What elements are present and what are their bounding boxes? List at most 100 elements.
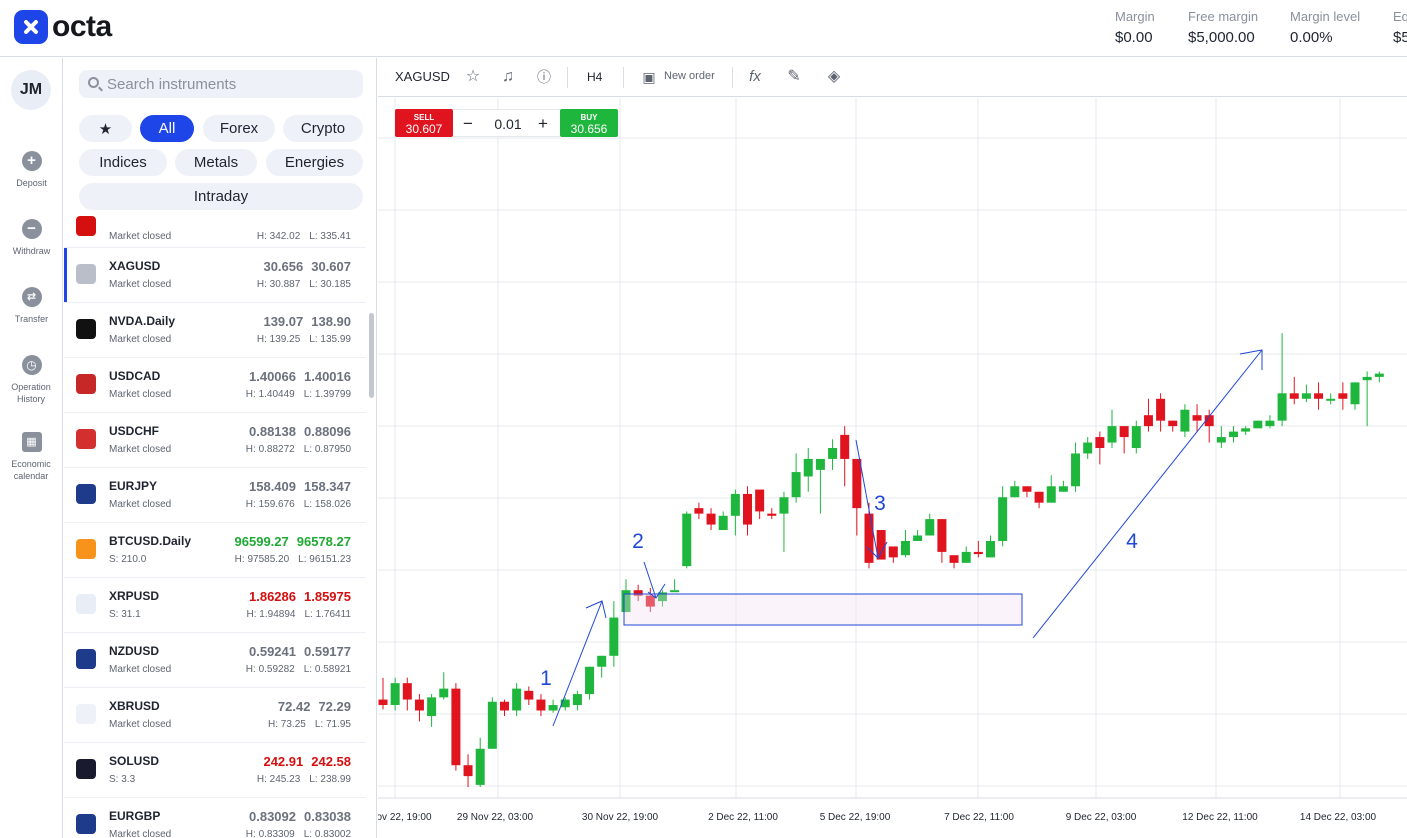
instrument-high-low: H: 0.59282 L: 0.58921 [246, 664, 351, 675]
instrument-row[interactable]: NVDA.Daily Market closed 139.07 138.90 H: 13… [64, 303, 366, 358]
low-value: L: 1.39799 [303, 389, 351, 400]
filter-forex[interactable]: Forex [203, 115, 275, 142]
ask-price: 0.59177 [304, 644, 351, 659]
pencil-icon[interactable]: ✎ [787, 68, 801, 85]
high-value: H: 1.94894 [246, 609, 296, 620]
instrument-name: USDCHF [109, 424, 159, 438]
chart-symbol[interactable]: XAGUSD [395, 69, 450, 84]
nav-operation-history[interactable]: ◷ Operation History [0, 355, 63, 405]
candle-body [840, 434, 850, 459]
high-value: H: 245.23 [256, 774, 301, 785]
candle-body [512, 688, 522, 711]
indicators-icon[interactable]: fx [749, 68, 761, 85]
arrow-head-3 [866, 541, 888, 559]
bitcoin-icon [76, 539, 96, 559]
candle-body [463, 765, 473, 777]
instrument-row[interactable]: EURJPY Market closed 158.409 158.347 H: 159.… [64, 468, 366, 523]
candle-body [961, 551, 971, 563]
candle-body [1253, 420, 1263, 429]
new-order-icon[interactable]: ▣ [642, 69, 656, 85]
price-chart[interactable]: 1 2 3 4 ov 22, 19:00 29 Nov 22, 03:00 30 Nov 2… [378, 98, 1407, 838]
candle-body [694, 508, 704, 514]
nav-transfer[interactable]: ⇄ Transfer [0, 287, 63, 325]
annotation-label-1: 1 [540, 667, 552, 690]
candle-body [1107, 426, 1117, 443]
instrument-prices: 0.83092 0.83038 [249, 809, 351, 824]
high-value: H: 1.40449 [245, 389, 295, 400]
annotation-label-2: 2 [632, 530, 644, 553]
list-scrollbar[interactable] [369, 313, 374, 398]
candle-body [645, 595, 655, 607]
bell-icon[interactable]: ♫ [502, 68, 514, 85]
candle-body [1338, 393, 1348, 399]
filter-crypto[interactable]: Crypto [283, 115, 363, 142]
candlestick-chart[interactable]: 1 2 3 4 ov 22, 19:00 29 Nov 22, 03:00 30 Nov 2… [378, 98, 1407, 838]
candle-body [767, 513, 777, 516]
instrument-status: Market closed [109, 499, 172, 510]
nav-economic-calendar[interactable]: ▦ Economic calendar [0, 432, 63, 482]
x-tick-label: 12 Dec 22, 11:00 [1182, 812, 1258, 823]
free-margin-value: $5,000.00 [1188, 29, 1255, 46]
candle-body [1143, 415, 1153, 427]
margin-level-metric: Margin level 0.00% [1290, 9, 1360, 46]
x-tick-label: ov 22, 19:00 [378, 812, 432, 823]
avatar[interactable]: JM [11, 70, 51, 110]
ask-price: 138.90 [311, 314, 351, 329]
candle-body [1314, 393, 1324, 399]
instrument-row[interactable]: XRPUSD S: 31.1 1.86286 1.85975 H: 1.94894 L: … [64, 578, 366, 633]
low-value: L: 135.99 [309, 334, 351, 345]
candle-body [1289, 393, 1299, 399]
instrument-row[interactable]: USDCAD Market closed 1.40066 1.40016 H: 1.40… [64, 358, 366, 413]
instrument-prices: 242.91 242.58 [263, 754, 351, 769]
instrument-name: NVDA.Daily [109, 314, 176, 328]
instrument-row[interactable]: XAGUSD Market closed 30.656 30.607 H: 30.887… [64, 248, 366, 303]
quantity-decrease-button[interactable]: − [463, 114, 473, 133]
ask-price: 1.40016 [304, 369, 351, 384]
x-tick-label: 30 Nov 22, 19:00 [582, 812, 659, 823]
instrument-prices: 30.656 30.607 [263, 259, 351, 274]
filter-all[interactable]: All [140, 115, 194, 142]
candle-body [791, 472, 801, 498]
instrument-name: NZDUSD [109, 644, 159, 658]
instrument-status: Market closed [109, 231, 172, 242]
search-input[interactable] [107, 74, 357, 94]
filter-indices[interactable]: Indices [79, 149, 167, 176]
quantity-increase-button[interactable]: + [538, 114, 548, 133]
clock-icon: ◷ [21, 355, 42, 375]
quantity-stepper[interactable]: − 0.01 + [453, 109, 560, 137]
logo[interactable]: octa [14, 10, 112, 44]
quantity-value[interactable]: 0.01 [494, 116, 522, 132]
instrument-row[interactable]: Market closed H: 342.02 L: 335.41 [64, 216, 366, 248]
nvidia-icon [76, 319, 96, 339]
instrument-row[interactable]: EURGBP Market closed 0.83092 0.83038 H: 0.83… [64, 798, 366, 838]
ask-price: 1.85975 [304, 589, 351, 604]
sell-button[interactable]: SELL 30.607 [395, 109, 453, 137]
candle-body [1229, 431, 1238, 438]
filter-favorites[interactable]: ★ [79, 115, 132, 142]
x-tick-label: 9 Dec 22, 03:00 [1066, 812, 1137, 823]
buy-button[interactable]: BUY 30.656 [560, 109, 618, 137]
layers-icon[interactable]: ◈ [827, 68, 841, 85]
bid-price: 139.07 [263, 314, 304, 329]
candle-body [913, 535, 923, 541]
timeframe-selector[interactable]: H4 [587, 70, 603, 84]
instrument-row[interactable]: NZDUSD Market closed 0.59241 0.59177 H: 0.59… [64, 633, 366, 688]
nav-withdraw[interactable]: − Withdraw [0, 219, 63, 257]
sell-price: 30.607 [405, 122, 443, 136]
instrument-high-low: H: 30.887 L: 30.185 [257, 279, 351, 290]
search-box[interactable] [79, 70, 363, 98]
filter-metals[interactable]: Metals [175, 149, 257, 176]
instrument-row[interactable]: SOLUSD S: 3.3 242.91 242.58 H: 245.23 L: 238.… [64, 743, 366, 798]
new-order-button[interactable]: New order [664, 70, 715, 82]
star-icon[interactable]: ☆ [465, 68, 481, 85]
instrument-row[interactable]: BTCUSD.Daily S: 210.0 96599.27 96578.27 H: 9… [64, 523, 366, 578]
nav-deposit[interactable]: + Deposit [0, 151, 63, 189]
candle-body [1362, 376, 1372, 381]
filter-intraday[interactable]: Intraday [79, 183, 363, 210]
instrument-status: Market closed [109, 444, 172, 455]
info-icon[interactable]: ⓘ [537, 69, 551, 85]
instrument-status: Market closed [109, 334, 172, 345]
instrument-row[interactable]: XBRUSD Market closed 72.42 72.29 H: 73.25 L: … [64, 688, 366, 743]
filter-energies[interactable]: Energies [266, 149, 363, 176]
instrument-row[interactable]: USDCHF Market closed 0.88138 0.88096 H: 0.88… [64, 413, 366, 468]
